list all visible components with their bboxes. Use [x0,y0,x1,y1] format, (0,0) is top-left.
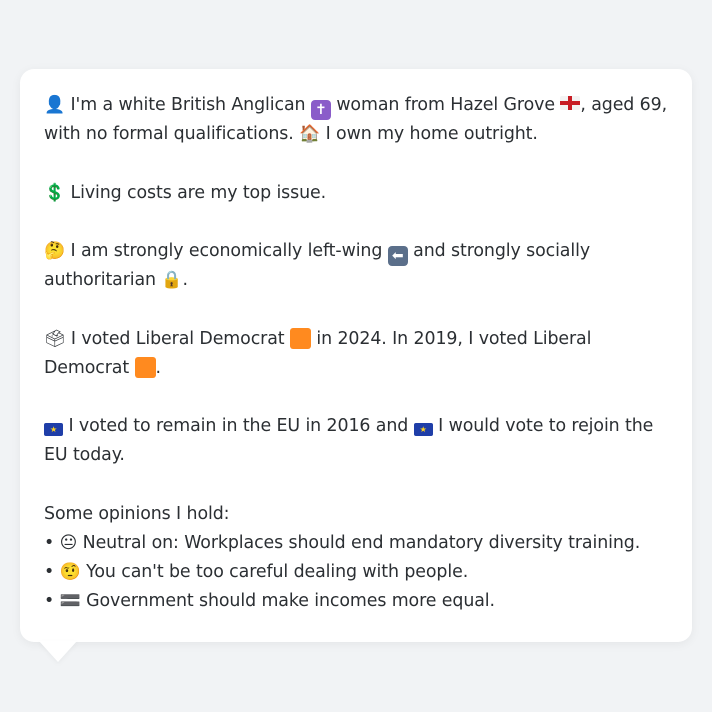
latin-cross-icon: ✝ [310,100,331,120]
persona-message-bubble: 👤 I'm a white British Anglican ✝ woman f… [20,69,692,642]
identity-text-a: I'm a white British Anglican [70,95,306,115]
bullet: • [44,591,55,612]
ballot-box-icon: 🗳 [44,328,66,349]
eu-flag-icon: ★ [44,423,63,437]
orange-square-icon [134,356,156,378]
orange-square-icon [289,327,311,349]
voting-text-c: . [155,357,162,378]
bullet: • [44,562,55,583]
opinion-item: • 🤨 You can't be too careful dealing wit… [44,558,672,587]
left-arrow-icon: ⬅ [387,245,408,266]
england-flag-icon [560,96,581,110]
opinion-item: • 🟰 Government should make incomes more … [44,587,672,616]
voting-text-b: in 2024. In 2019, I voted Liberal Democr… [44,328,592,378]
raised-eyebrow-face-icon: 🤨 [59,562,81,583]
eu-paragraph: ★ I voted to remain in the EU in 2016 an… [44,412,672,470]
bubble-tail [39,641,77,662]
persona-text: 👤 I'm a white British Anglican ✝ woman f… [44,91,672,617]
identity-text-c: , aged 69, with no formal qualifications… [44,95,668,145]
top-issue-text: Living costs are my top issue. [70,182,327,203]
opinion-text: Neutral on: Workplaces should end mandat… [82,532,641,553]
voting-paragraph: 🗳 I voted Liberal Democrat in 2024. In 2… [44,325,672,383]
eu-text-a: I voted to remain in the EU in 2016 and [68,416,409,437]
opinions-heading: Some opinions I hold: [44,503,230,524]
voting-text-a: I voted Liberal Democrat [70,328,285,349]
eu-flag-icon: ★ [413,423,433,437]
dollar-sign-icon: 💲 [44,182,66,203]
bullet: • [44,532,55,553]
person-icon: 👤 [44,95,66,115]
ideology-text-c: . [182,270,189,291]
opinion-text: Government should make incomes more equa… [86,591,495,612]
top-issue-paragraph: 💲 Living costs are my top issue. [44,179,672,208]
identity-text-d: I own my home outright. [325,124,538,145]
thinking-face-icon: 🤔 [44,240,66,261]
identity-text-b: woman from Hazel Grove [336,95,555,115]
eu-text-b: I would vote to rejoin the EU today. [44,416,654,466]
opinion-text: You can't be too careful dealing with pe… [86,562,469,583]
equals-icon: 🟰 [59,591,81,612]
ideology-text-b: and strongly socially authoritarian [44,240,591,291]
opinion-item: • 😐 Neutral on: Workplaces should end ma… [44,529,672,558]
house-icon: 🏠 [299,124,321,145]
identity-paragraph: 👤 I'm a white British Anglican ✝ woman f… [44,91,672,149]
ideology-text-a: I am strongly economically left-wing [70,240,383,261]
lock-icon: 🔒 [161,270,183,291]
neutral-face-icon: 😐 [59,532,78,553]
ideology-paragraph: 🤔 I am strongly economically left-wing ⬅… [44,237,672,295]
